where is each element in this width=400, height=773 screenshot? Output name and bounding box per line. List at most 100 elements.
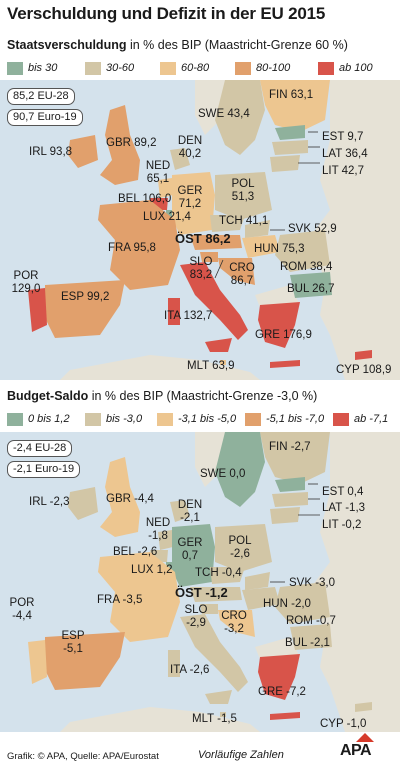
legend-label: bis 30 xyxy=(28,62,58,74)
country-label-hun: HUN -2,0 xyxy=(263,598,311,610)
legend-swatch xyxy=(85,412,101,426)
deficit-legend-item: -5,1 bis -7,0 xyxy=(245,410,324,428)
deficit-legend-item: 0 bis 1,2 xyxy=(7,410,70,428)
deficit-legend-item: ab -7,1 xyxy=(333,410,388,428)
country-label-fra: FRA -3,5 xyxy=(97,594,143,606)
country-code-ned: NED xyxy=(145,160,171,172)
legend-label: -3,1 bis -5,0 xyxy=(178,413,237,425)
country-label-ned: NED 65,1 xyxy=(140,160,176,186)
country-label-cyp: CYP 108,9 xyxy=(336,364,392,376)
source-credit: Grafik: © APA, Quelle: APA/Eurostat xyxy=(7,751,159,762)
deficit-avg-euro19: -2,1 Euro-19 xyxy=(7,461,81,478)
country-label-bul: BUL -2,1 xyxy=(285,637,330,649)
country-label-gbr: GBR -4,4 xyxy=(106,493,154,505)
debt-heading-rest: in % des BIP (Maastricht-Grenze 60 %) xyxy=(126,38,348,52)
country-code-cro: CRO xyxy=(221,610,247,622)
country-label-cyp: CYP -1,0 xyxy=(320,718,367,730)
country-code-ger: GER xyxy=(177,185,203,197)
country-label-hun: HUN 75,3 xyxy=(254,243,305,255)
country-label-slo: SLO 83,2 xyxy=(183,256,219,282)
country-label-fra: FRA 95,8 xyxy=(108,242,156,254)
country-label-lit: LIT -0,2 xyxy=(322,519,362,531)
country-label-por: POR -4,4 xyxy=(4,597,40,623)
country-value-pol: -2,6 xyxy=(230,548,250,560)
legend-label: ab -7,1 xyxy=(354,413,389,425)
country-label-cro: CRO -3,2 xyxy=(216,610,252,636)
country-value-ger: 71,2 xyxy=(178,198,202,210)
country-value-pol: 51,3 xyxy=(231,191,255,203)
legend-label: 80-100 xyxy=(256,62,291,74)
deficit-avg-eu28: -2,4 EU-28 xyxy=(7,440,73,457)
debt-heading-bold: Staatsverschuldung xyxy=(7,38,127,52)
country-code-ned: NED xyxy=(145,517,171,529)
country-label-tch: TCH 41,1 xyxy=(219,215,269,227)
country-label-est: EST 9,7 xyxy=(322,131,364,143)
legend-label: 60-80 xyxy=(181,62,210,74)
country-value-den: -2,1 xyxy=(180,512,200,524)
country-label-bel: BEL 106,0 xyxy=(118,193,172,205)
country-label-rom: ROM -0,7 xyxy=(286,615,336,627)
country-label-ost: ÖST 86,2 xyxy=(175,231,231,246)
country-label-lat: LAT 36,4 xyxy=(322,148,368,160)
country-label-rom: ROM 38,4 xyxy=(280,261,333,273)
country-code-den: DEN xyxy=(177,499,203,511)
deficit-legend-item: -3,1 bis -5,0 xyxy=(157,410,236,428)
debt-avg-euro19: 90,7 Euro-19 xyxy=(7,109,83,126)
country-label-ost: ÖST -1,2 xyxy=(175,585,228,600)
apa-logo-triangle xyxy=(356,733,374,742)
debt-avg-eu28: 85,2 EU-28 xyxy=(7,88,75,105)
legend-swatch xyxy=(7,61,23,75)
legend-label: bis -3,0 xyxy=(106,413,143,425)
country-value-por: 129,0 xyxy=(11,283,41,295)
legend-swatch xyxy=(157,412,173,426)
country-label-svk: SVK 52,9 xyxy=(288,223,337,235)
deficit-legend: 0 bis 1,2 bis -3,0 -3,1 bis -5,0 -5,1 bi… xyxy=(0,410,400,430)
debt-legend: bis 30 30-60 60-80 80-100 ab 100 xyxy=(0,59,400,79)
country-code-cro: CRO xyxy=(229,262,255,274)
country-label-lat: LAT -1,3 xyxy=(322,502,366,514)
country-label-fin: FIN 63,1 xyxy=(269,89,314,101)
country-label-bel: BEL -2,6 xyxy=(113,546,158,558)
country-label-por: POR 129,0 xyxy=(4,270,48,296)
country-code-por: POR xyxy=(9,597,35,609)
country-value-ger: 0,7 xyxy=(182,550,198,562)
legend-swatch xyxy=(245,412,261,426)
country-label-gre: GRE -7,2 xyxy=(258,686,306,698)
country-value-por: -4,4 xyxy=(12,610,32,622)
country-label-den: DEN 40,2 xyxy=(172,135,208,161)
apa-logo: APA xyxy=(340,742,372,759)
country-label-lit: LIT 42,7 xyxy=(322,165,364,177)
country-label-slo: SLO -2,9 xyxy=(178,604,214,630)
debt-legend-item: 80-100 xyxy=(235,59,290,77)
debt-legend-item: 60-80 xyxy=(160,59,209,77)
legend-swatch xyxy=(333,412,349,426)
legend-swatch xyxy=(160,61,176,75)
country-label-tch: TCH -0,4 xyxy=(195,567,242,579)
country-code-slo: SLO xyxy=(184,604,208,616)
country-label-swe: SWE 0,0 xyxy=(200,468,246,480)
country-value-slo: 83,2 xyxy=(189,269,213,281)
country-label-gbr: GBR 89,2 xyxy=(106,137,157,149)
country-label-ita: ITA 132,7 xyxy=(164,310,213,322)
country-label-esp: ESP 99,2 xyxy=(61,291,110,303)
page-title: Verschuldung und Defizit in der EU 2015 xyxy=(7,4,326,23)
country-label-pol: POL -2,6 xyxy=(222,535,258,561)
country-label-den: DEN -2,1 xyxy=(172,499,208,525)
deficit-map-shapes xyxy=(0,432,400,732)
country-code-den: DEN xyxy=(177,135,203,147)
country-label-ger: GER 0,7 xyxy=(172,537,208,563)
country-value-ned: -1,8 xyxy=(148,530,168,542)
country-value-den: 40,2 xyxy=(178,148,202,160)
legend-swatch xyxy=(235,61,251,75)
country-label-swe: SWE 43,4 xyxy=(198,108,250,120)
deficit-heading: Budget-Saldo in % des BIP (Maastricht-Gr… xyxy=(7,389,317,403)
legend-label: 0 bis 1,2 xyxy=(28,413,70,425)
debt-map-shapes xyxy=(0,80,400,380)
deficit-heading-rest: in % des BIP (Maastricht-Grenze -3,0 %) xyxy=(88,389,318,403)
country-label-ned: NED -1,8 xyxy=(140,517,176,543)
country-label-lux: LUX 1,2 xyxy=(131,564,173,576)
footnote: Vorläufige Zahlen xyxy=(198,749,284,761)
legend-swatch xyxy=(7,412,23,426)
country-label-irl: IRL 93,8 xyxy=(29,146,73,158)
country-label-pol: POL 51,3 xyxy=(225,178,261,204)
